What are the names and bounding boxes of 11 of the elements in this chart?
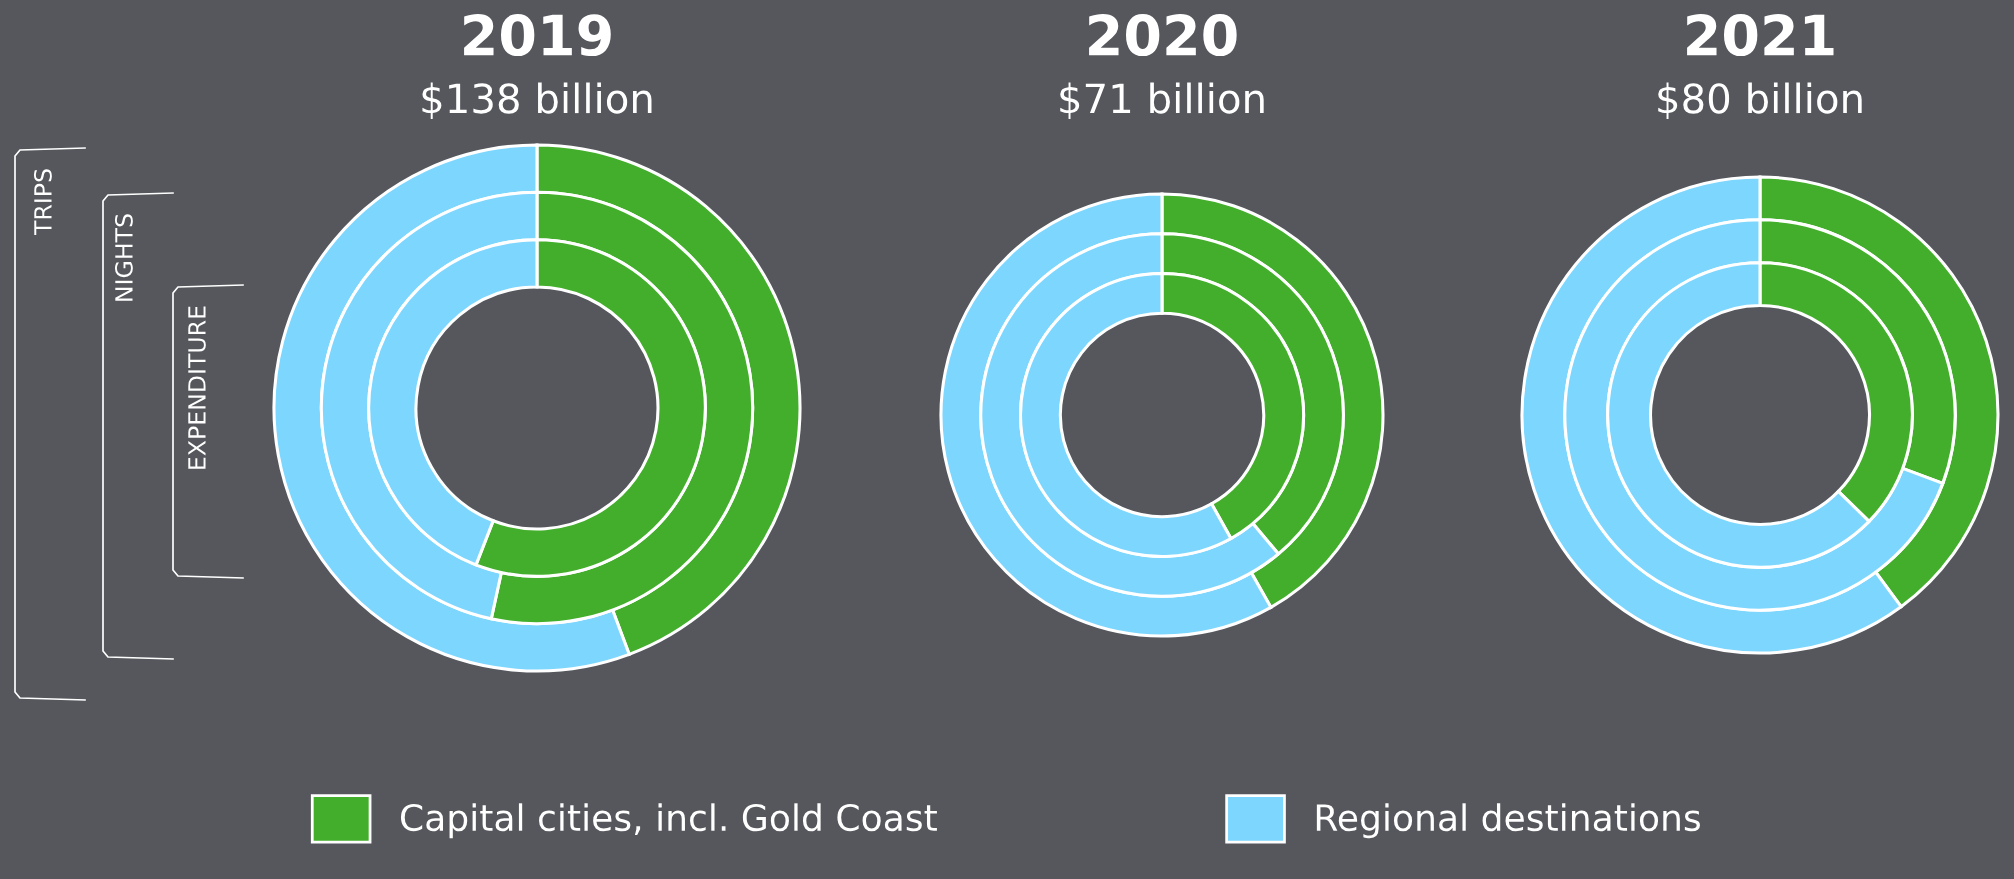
chart-title: 2020 [1089,14,1237,57]
chart-subtitle: $71 billion [1060,82,1264,120]
chart-subtitle: $80 billion [1658,82,1862,120]
legend-label: Capital cities, incl. Gold Coast [400,803,937,839]
text: NIGHTS [114,214,133,301]
text: TRIPS [33,169,52,236]
chart-title: 2021 [1687,14,1834,57]
legend-label: Regional destinations [1316,803,1700,839]
chart-title: 2019 [464,14,611,57]
text: EXPENDITURE [188,306,206,469]
chart-subtitle: $138 billion [422,82,652,120]
